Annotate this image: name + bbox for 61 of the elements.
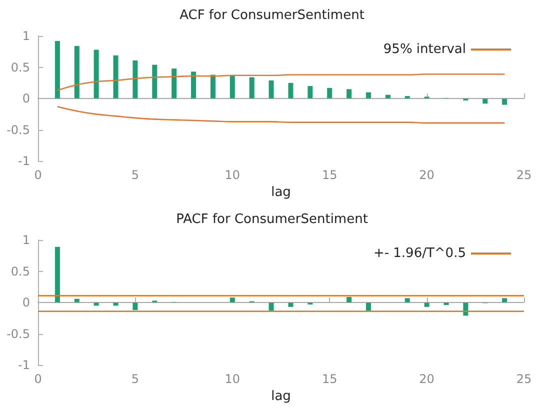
x-axis-title: lag (271, 185, 291, 200)
x-tick-label: 10 (224, 168, 240, 182)
chart-title: ACF for ConsumerSentiment (180, 8, 364, 23)
bar (249, 77, 254, 99)
y-tick-label: 0.5 (10, 60, 30, 74)
bar (132, 302, 138, 310)
y-tick-label: -0.5 (6, 122, 30, 137)
bar (502, 298, 508, 303)
line-series (56, 106, 506, 124)
x-tick-label: 0 (34, 168, 42, 182)
bar (366, 302, 371, 311)
x-tick-label: 20 (419, 168, 434, 182)
bar (444, 302, 449, 306)
bar (210, 74, 216, 99)
legend-label: +- 1.96/T^0.5 (373, 246, 466, 261)
x-tick-label: 5 (131, 372, 140, 386)
bar (288, 302, 294, 307)
y-tick-label: 0.5 (10, 264, 30, 278)
x-tick-label: 15 (322, 168, 338, 182)
bar (482, 98, 488, 104)
bar (113, 55, 118, 99)
y-tick-label: 1 (22, 233, 30, 247)
bar (424, 302, 430, 307)
bar (366, 92, 371, 99)
y-tick-label: 0 (22, 92, 30, 106)
bar (191, 72, 196, 99)
x-tick-label: 25 (516, 372, 532, 386)
chart-title: PACF for ConsumerSentiment (176, 212, 368, 227)
bar (94, 50, 99, 99)
y-tick-label: -1 (18, 154, 30, 168)
bar (327, 88, 332, 99)
y-tick-label: -1 (18, 358, 30, 372)
x-tick-label: 10 (224, 372, 240, 386)
y-tick-label: 1 (22, 29, 30, 43)
bar (54, 246, 60, 303)
bar (230, 298, 235, 303)
bar (268, 302, 274, 311)
bar (152, 64, 158, 99)
bar (404, 298, 410, 303)
y-tick-label: -0.5 (6, 326, 30, 341)
bar (54, 41, 60, 99)
bar (404, 96, 410, 99)
x-tick-label: 5 (131, 168, 140, 182)
bar (230, 76, 235, 99)
x-tick-label: 0 (34, 372, 42, 386)
bar (172, 68, 177, 99)
x-tick-label: 25 (516, 168, 532, 182)
bar (308, 86, 313, 99)
legend-label: 95% interval (383, 42, 466, 57)
x-tick-label: 15 (322, 372, 338, 386)
bar (346, 296, 352, 303)
bar (268, 80, 274, 99)
y-tick-label: 0 (22, 296, 30, 310)
x-axis-title: lag (271, 389, 291, 404)
x-tick-label: 20 (419, 372, 434, 386)
line-series (56, 74, 506, 92)
bar (74, 46, 80, 99)
bar (288, 82, 294, 99)
bar (346, 89, 352, 99)
bar (132, 60, 138, 99)
bar (502, 98, 508, 105)
